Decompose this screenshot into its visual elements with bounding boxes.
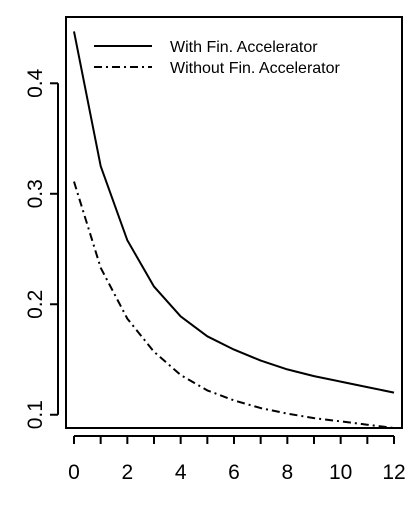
- series-layer: [73, 31, 395, 429]
- x-tick-label-8: 8: [281, 461, 293, 484]
- legend-label-without-fin-accelerator: Without Fin. Accelerator: [170, 60, 341, 77]
- legend: With Fin. Accelerator Without Fin. Accel…: [94, 39, 341, 77]
- y-tick-label-0.3: 0.3: [24, 179, 47, 208]
- x-axis: 0 2 4 6 8 10 12: [68, 435, 406, 484]
- series-line-1: [73, 181, 395, 429]
- x-tick-label-10: 10: [329, 461, 352, 484]
- x-tick-label-6: 6: [228, 461, 240, 484]
- x-tick-label-12: 12: [382, 461, 405, 484]
- y-tick-label-0.2: 0.2: [24, 290, 47, 319]
- y-tick-label-0.4: 0.4: [24, 68, 47, 98]
- plot-area-frame: [65, 16, 403, 429]
- x-tick-label-2: 2: [121, 461, 133, 484]
- x-tick-label-0: 0: [68, 461, 80, 484]
- legend-label-with-fin-accelerator: With Fin. Accelerator: [170, 39, 318, 56]
- y-tick-label-0.1: 0.1: [24, 400, 47, 429]
- y-axis: 0.1 0.2 0.3 0.4: [24, 68, 59, 429]
- x-tick-label-4: 4: [175, 461, 187, 484]
- series-line-0: [73, 31, 395, 394]
